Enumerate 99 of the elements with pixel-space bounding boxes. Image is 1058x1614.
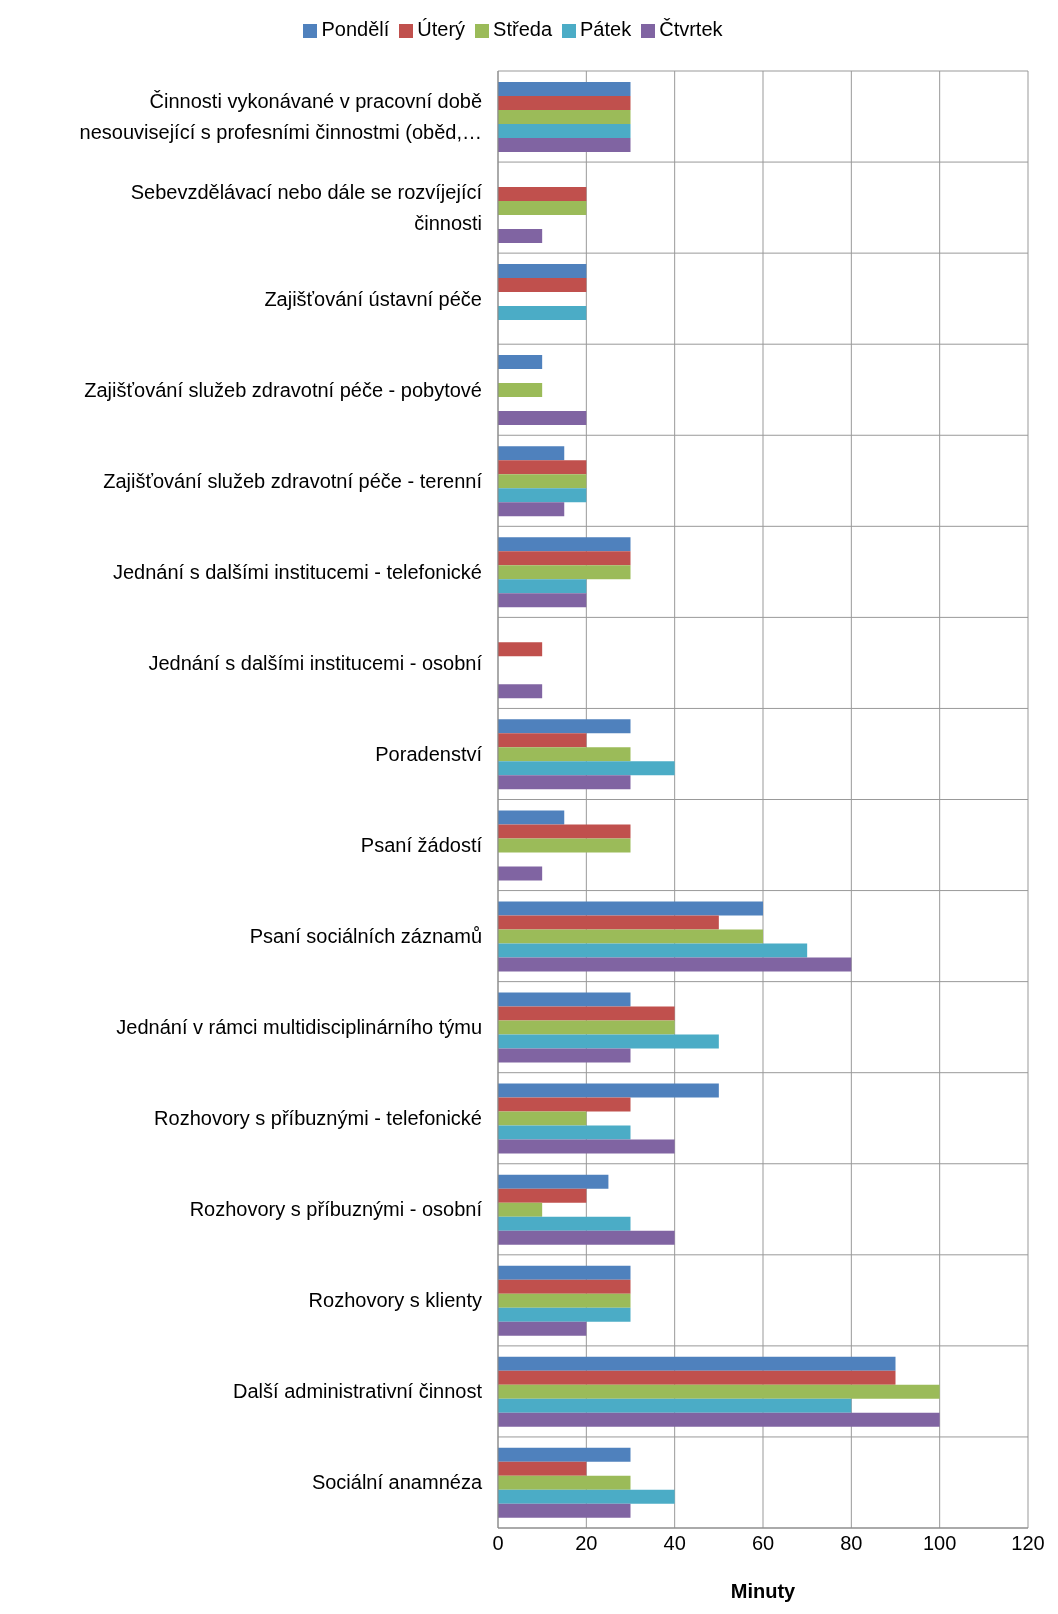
- x-axis-title: Minuty: [730, 1580, 797, 1602]
- bar: [498, 866, 543, 881]
- legend-label: Pátek: [580, 18, 632, 40]
- x-tick-label: 100: [922, 1532, 957, 1555]
- bar: [498, 1398, 852, 1413]
- bar: [498, 1174, 609, 1189]
- bar: [498, 474, 587, 489]
- y-tick-label: Zajišťování ústavní péče: [264, 287, 482, 310]
- bar: [498, 488, 587, 503]
- bar: [498, 1370, 896, 1385]
- bar: [498, 642, 543, 657]
- bar: [498, 1034, 719, 1049]
- bar: [498, 306, 587, 321]
- bar: [498, 593, 587, 608]
- bar: [498, 446, 565, 461]
- bar: [498, 551, 631, 566]
- bar: [498, 579, 587, 594]
- y-tick-label: Jednání s dalšími institucemi - telefonické: [112, 560, 482, 583]
- bar: [498, 1083, 719, 1098]
- bar: [498, 200, 587, 215]
- bar: [498, 1006, 675, 1021]
- bar: [498, 565, 631, 580]
- bar: [498, 411, 587, 426]
- x-tick-label: 40: [663, 1532, 686, 1555]
- bar: [498, 719, 631, 734]
- bar: [498, 1293, 631, 1308]
- bar: [498, 502, 565, 517]
- y-tick-label: Rozhovory s klienty: [308, 1289, 482, 1312]
- bar: [498, 1279, 631, 1294]
- y-tick-label: Jednání v rámci multidisciplinárního týmu: [116, 1016, 482, 1039]
- bar: [498, 355, 543, 370]
- bar: [498, 1307, 631, 1322]
- y-tick-label: Rozhovory s příbuznými - osobní: [189, 1198, 483, 1221]
- y-tick-label: Poradenství: [375, 742, 483, 765]
- bar: [498, 733, 587, 748]
- y-tick-label: Činnosti vykonávané v pracovní době nesouvisející s profesními činnostmi (oběd,…: [79, 90, 482, 144]
- bar: [498, 460, 587, 475]
- y-tick-label: Psaní sociálních záznamů: [249, 925, 482, 948]
- x-tick-label: 80: [840, 1532, 863, 1555]
- bar: [498, 761, 675, 776]
- bar: [498, 1447, 631, 1462]
- bar: [498, 1139, 675, 1154]
- bar: [498, 537, 631, 552]
- bar: [498, 1321, 587, 1336]
- y-tick-label: Zajišťování služeb zdravotní péče - pobytové: [84, 378, 482, 401]
- bar: [498, 1048, 631, 1063]
- bar: [498, 810, 565, 825]
- y-tick-label: Další administrativní činnost: [233, 1380, 483, 1403]
- bar: [498, 137, 631, 152]
- bar: [498, 1412, 940, 1427]
- bar: [498, 838, 631, 853]
- bar: [498, 123, 631, 138]
- bar: [498, 1384, 940, 1399]
- bar: [498, 186, 587, 201]
- bar: [498, 228, 543, 243]
- x-tick-label: 60: [751, 1532, 775, 1555]
- bar: [498, 1111, 587, 1126]
- bar: [498, 1216, 631, 1231]
- bar: [498, 95, 631, 110]
- bar: [498, 1475, 631, 1490]
- legend-label: Čtvrtek: [659, 18, 723, 40]
- bar: [498, 1356, 896, 1371]
- legend-label: Úterý: [417, 18, 466, 40]
- bar: [498, 109, 631, 124]
- x-tick-label: 20: [575, 1532, 598, 1555]
- bar: [498, 81, 631, 96]
- bar: [498, 1265, 631, 1280]
- legend-label: Středa: [493, 18, 553, 40]
- y-tick-label: Sebevzdělávací nebo dále se rozvíjející činnosti: [130, 181, 483, 235]
- y-tick-label: Rozhovory s příbuznými - telefonické: [154, 1107, 482, 1130]
- bar: [498, 1125, 631, 1140]
- x-tick-label: 0: [492, 1532, 504, 1555]
- bar: [498, 901, 763, 916]
- bar: [498, 1230, 675, 1245]
- bar: [498, 1188, 587, 1203]
- bar: [498, 1020, 675, 1035]
- bar: [498, 915, 719, 930]
- bar: [498, 264, 587, 279]
- y-tick-label: Jednání s dalšími institucemi - osobní: [148, 651, 483, 674]
- bar: [498, 957, 852, 972]
- y-tick-label: Zajišťování služeb zdravotní péče - terenní: [103, 469, 483, 492]
- bar: [498, 824, 631, 839]
- bar: [498, 943, 808, 958]
- legend-label: Pondělí: [321, 18, 390, 40]
- bar: [498, 992, 631, 1007]
- bar: [498, 383, 543, 398]
- bar: [498, 1503, 631, 1518]
- bar: [498, 278, 587, 293]
- bar: [498, 747, 631, 762]
- bar: [498, 1097, 631, 1112]
- bar: [498, 1202, 543, 1217]
- y-tick-label: Sociální anamnéza: [311, 1471, 483, 1494]
- bar: [498, 1489, 675, 1504]
- y-tick-label: Psaní žádostí: [360, 834, 483, 857]
- x-tick-label: 120: [1011, 1532, 1045, 1555]
- bar: [498, 684, 543, 699]
- bar: [498, 1461, 587, 1476]
- bar: [498, 929, 763, 944]
- bar: [498, 775, 631, 790]
